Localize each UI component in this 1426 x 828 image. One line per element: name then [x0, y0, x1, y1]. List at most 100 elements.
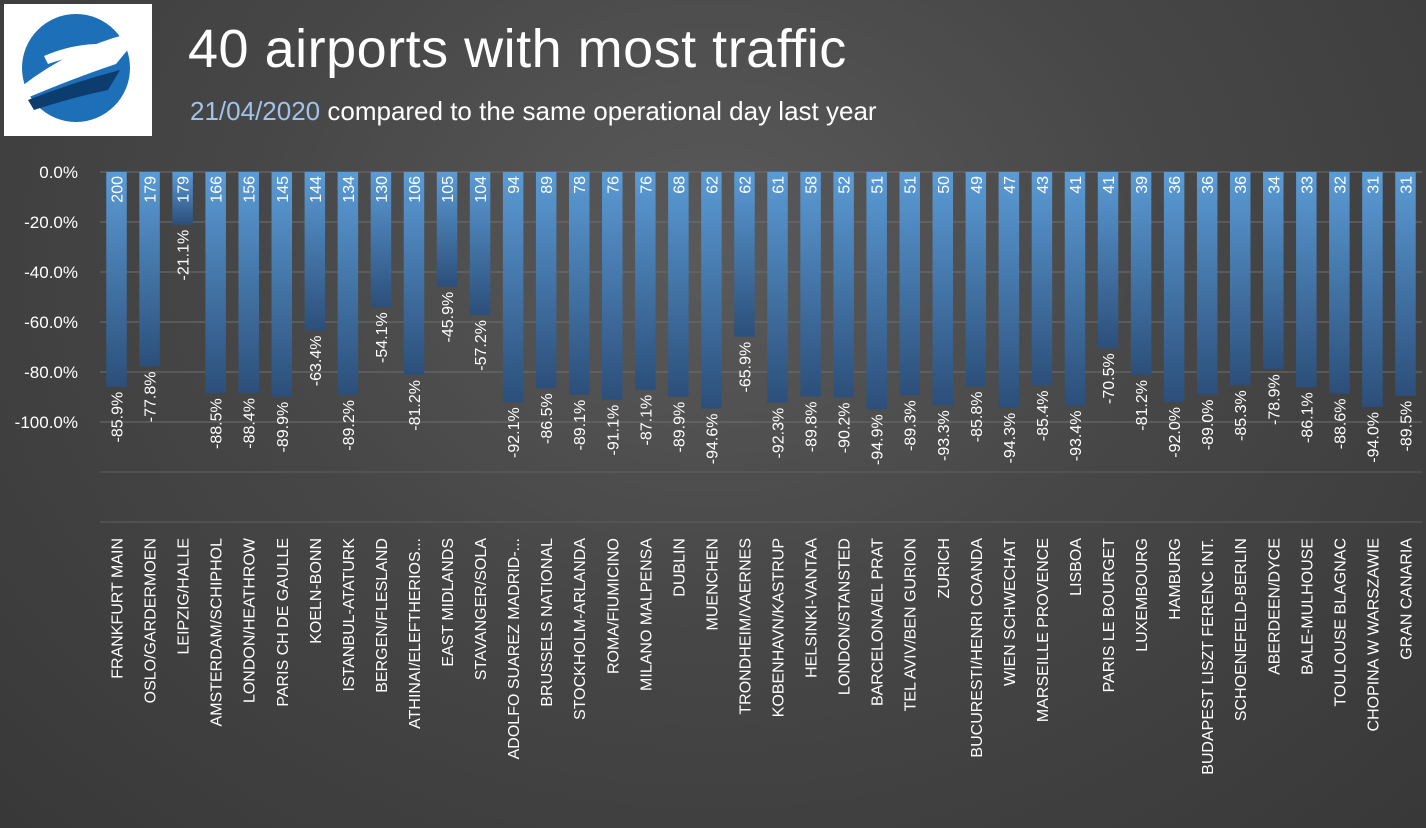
- x-tick-label: HAMBURG: [1167, 538, 1184, 620]
- data-label: -63.4%: [308, 336, 325, 387]
- x-tick-label: AMSTERDAM/SCHIPHOL: [209, 538, 226, 727]
- x-tick-label: OSLO/GARDERMOEN: [143, 538, 160, 703]
- flight-count-label: 47: [1002, 176, 1019, 194]
- flight-count-label: 105: [440, 176, 457, 203]
- x-tick-label: STOCKHOLM-ARLANDA: [572, 538, 589, 720]
- bar: [271, 172, 293, 397]
- x-tick-label: MUENCHEN: [704, 538, 721, 630]
- y-tick-label: -100.0%: [15, 413, 78, 432]
- subtitle-text: compared to the same operational day las…: [320, 96, 877, 126]
- bar: [932, 172, 954, 406]
- bar: [436, 172, 458, 287]
- data-label: -78.9%: [1266, 374, 1283, 425]
- flight-count-label: 33: [1299, 176, 1316, 194]
- bar: [734, 172, 755, 337]
- x-tick-label: ADOLFO SUAREZ MADRID-...: [506, 538, 523, 759]
- x-tick-label: PARIS CH DE GAULLE: [275, 538, 292, 707]
- x-tick-label: BARCELONA/EL PRAT: [870, 538, 887, 706]
- bar: [535, 172, 557, 389]
- bar: [998, 172, 1020, 408]
- flight-count-label: 32: [1332, 176, 1349, 194]
- data-label: -54.1%: [374, 312, 391, 363]
- data-label: -88.4%: [242, 398, 259, 449]
- x-tick-label: ZURICH: [936, 538, 953, 598]
- x-tick-label: TRONDHEIM/VAERNES: [737, 538, 754, 715]
- data-label: -89.9%: [671, 402, 688, 453]
- data-label: -89.5%: [1398, 401, 1415, 452]
- data-label: -89.2%: [341, 400, 358, 451]
- flight-count-label: 76: [638, 176, 655, 194]
- data-label: -65.9%: [737, 342, 754, 393]
- x-tick-label: LONDON/HEATHROW: [242, 537, 259, 703]
- bar: [502, 172, 524, 403]
- flight-count-label: 41: [1101, 176, 1118, 194]
- x-tick-label: BERGEN/FLESLAND: [374, 538, 391, 693]
- bar: [1031, 172, 1053, 386]
- flight-count-label: 145: [275, 176, 292, 203]
- x-tick-label: LISBOA: [1068, 538, 1085, 596]
- data-label: -86.5%: [539, 393, 556, 444]
- data-label: -81.2%: [1134, 380, 1151, 431]
- flight-count-label: 51: [903, 176, 920, 194]
- flight-count-label: 130: [374, 176, 391, 203]
- data-label: -85.3%: [1233, 390, 1250, 441]
- bar: [602, 172, 623, 400]
- bar: [899, 172, 920, 396]
- flight-count-label: 144: [308, 176, 325, 203]
- flight-count-label: 31: [1365, 176, 1382, 194]
- y-tick-label: -60.0%: [24, 313, 78, 332]
- flight-count-label: 62: [704, 176, 721, 194]
- bar: [304, 172, 326, 331]
- subtitle: 21/04/2020 compared to the same operatio…: [190, 96, 877, 127]
- flight-count-label: 76: [605, 176, 622, 194]
- bar: [767, 172, 788, 403]
- flight-count-label: 41: [1068, 176, 1085, 194]
- bar: [106, 172, 127, 387]
- bar: [403, 172, 425, 375]
- y-tick-label: 0.0%: [39, 163, 78, 182]
- data-label: -89.8%: [804, 402, 821, 453]
- x-tick-label: BUDAPEST LISZT FERENC INT.: [1200, 538, 1217, 775]
- data-label: -89.0%: [1200, 400, 1217, 451]
- bars: [106, 172, 1416, 410]
- bar: [668, 172, 689, 397]
- data-label: -85.8%: [969, 392, 986, 443]
- data-label: -85.4%: [1035, 391, 1052, 442]
- data-label: -89.3%: [903, 400, 920, 451]
- bar: [568, 172, 590, 395]
- flight-count-label: 51: [870, 176, 887, 194]
- x-tick-label: ATHINAI/ELEFTHERIOS...: [407, 538, 424, 729]
- eurocontrol-logo-icon: [22, 14, 144, 122]
- data-label: -92.1%: [506, 407, 523, 458]
- bar: [370, 172, 392, 308]
- data-label: -86.1%: [1299, 392, 1316, 443]
- x-tick-label: SCHOENEFELD-BERLIN: [1233, 538, 1250, 721]
- data-labels: 200 -85.9% 179 -77.8% 179 -21.1% 166 -88.5% 156 -…: [110, 176, 1416, 465]
- flight-count-label: 166: [209, 176, 226, 203]
- flight-count-label: 104: [473, 176, 490, 203]
- flight-count-label: 134: [341, 176, 358, 203]
- data-label: -93.4%: [1068, 411, 1085, 462]
- bar: [635, 172, 656, 390]
- data-label: -89.1%: [572, 400, 589, 451]
- bar: [1196, 172, 1218, 395]
- bar: [1263, 172, 1284, 370]
- bar: [1296, 172, 1317, 388]
- x-tick-label: MARSEILLE PROVENCE: [1035, 538, 1052, 722]
- x-tick-label: ABERDEEN/DYCE: [1266, 538, 1283, 675]
- bar: [1097, 172, 1119, 349]
- bar: [866, 172, 887, 410]
- x-tick-label: BUCURESTI/HENRI COANDA: [969, 538, 986, 758]
- flight-count-label: 61: [771, 176, 788, 194]
- data-label: -70.5%: [1101, 353, 1118, 404]
- bar: [1229, 172, 1251, 386]
- x-tick-label: ISTANBUL-ATATURK: [341, 538, 358, 692]
- bar: [238, 172, 259, 393]
- x-tick-label: GRAN CANARIA: [1398, 538, 1415, 660]
- flight-count-label: 68: [671, 176, 688, 194]
- flight-count-label: 39: [1134, 176, 1151, 194]
- flight-count-label: 200: [110, 176, 127, 203]
- data-label: -81.2%: [407, 380, 424, 431]
- x-tick-label: CHOPINA W WARSZAWIE: [1365, 538, 1382, 731]
- flight-count-label: 156: [242, 176, 259, 203]
